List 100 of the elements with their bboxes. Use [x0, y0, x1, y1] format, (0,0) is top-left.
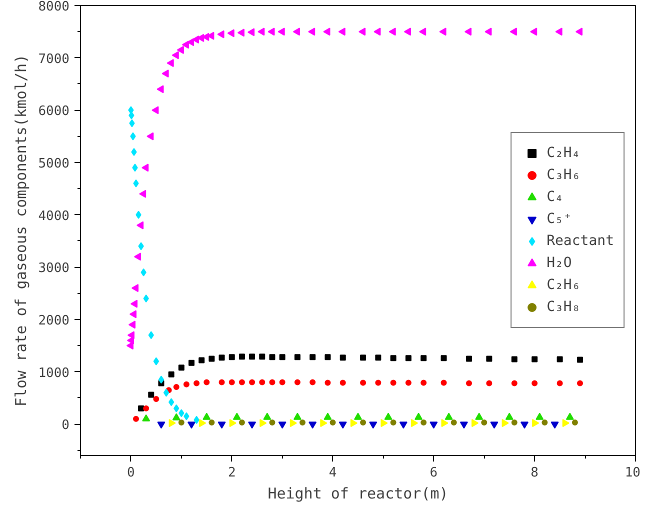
point	[129, 310, 137, 318]
point	[218, 354, 225, 361]
point	[324, 354, 331, 360]
point	[218, 422, 226, 429]
point	[308, 28, 316, 36]
point	[536, 412, 544, 420]
legend-label: C₂H₆	[546, 277, 580, 293]
point	[472, 419, 479, 428]
point	[375, 380, 382, 386]
point	[556, 380, 563, 386]
point	[134, 252, 142, 261]
point	[575, 28, 583, 36]
point	[131, 148, 137, 156]
point	[168, 371, 174, 378]
legend-label: C₄	[546, 189, 564, 205]
point	[360, 354, 366, 361]
y-axis-title: Flow rate of gaseous components(kmol/h)	[12, 54, 30, 407]
point	[330, 420, 336, 426]
point	[278, 28, 285, 36]
point	[259, 379, 266, 386]
point	[484, 28, 492, 36]
point	[278, 422, 286, 429]
point	[440, 355, 447, 362]
point	[128, 111, 134, 120]
point	[153, 357, 160, 366]
point	[430, 422, 438, 429]
point	[143, 294, 149, 303]
point	[136, 221, 144, 230]
point	[420, 380, 427, 386]
point	[156, 85, 164, 94]
y-tick-label: 5000	[38, 156, 70, 172]
point	[490, 422, 498, 429]
point	[249, 379, 256, 386]
point	[360, 420, 366, 426]
point	[566, 412, 574, 420]
point	[405, 380, 412, 386]
point	[237, 28, 244, 37]
point	[292, 28, 300, 36]
point	[338, 28, 346, 36]
point	[238, 354, 245, 360]
point	[404, 28, 411, 36]
point	[360, 380, 366, 386]
point	[184, 412, 190, 420]
point	[168, 419, 176, 428]
point	[532, 356, 538, 362]
point	[290, 419, 297, 428]
point	[532, 419, 540, 428]
x-tick-label: 10	[624, 466, 641, 480]
y-tick-label: 1000	[38, 366, 70, 381]
point	[204, 379, 210, 386]
point	[248, 422, 256, 429]
point	[510, 28, 517, 36]
y-tick-label: 4000	[38, 208, 70, 224]
x-axis-title: Height of reactor(m)	[268, 484, 448, 502]
point	[133, 416, 139, 422]
point	[374, 28, 381, 36]
point	[148, 331, 154, 340]
point	[178, 420, 184, 426]
point	[260, 419, 267, 428]
point	[133, 179, 139, 188]
point	[172, 413, 180, 420]
point	[577, 380, 583, 386]
point	[176, 46, 184, 54]
y-tick-label: 7000	[38, 52, 70, 67]
y-tick-label: 6000	[38, 104, 70, 120]
point	[532, 380, 538, 386]
point	[168, 398, 174, 406]
point	[178, 409, 184, 418]
point	[249, 354, 256, 360]
point	[439, 28, 446, 36]
point	[350, 419, 358, 428]
point	[388, 28, 396, 36]
point	[577, 356, 583, 363]
point	[324, 380, 331, 386]
x-tick-label: 6	[430, 466, 438, 480]
point	[178, 364, 184, 371]
point	[340, 380, 346, 386]
point	[460, 422, 468, 429]
point	[259, 354, 266, 360]
point	[163, 388, 170, 397]
point	[340, 354, 346, 361]
point	[310, 354, 316, 360]
point	[520, 422, 528, 429]
point	[466, 356, 472, 362]
point	[380, 419, 388, 428]
point	[228, 354, 235, 360]
point	[232, 412, 241, 420]
point	[375, 354, 382, 361]
legend-label: C₂H₄	[546, 145, 580, 161]
point	[486, 356, 492, 362]
x-tick-label: 8	[530, 466, 539, 480]
point	[293, 412, 302, 420]
point	[162, 70, 169, 78]
point	[130, 300, 138, 308]
point	[146, 132, 154, 140]
point	[142, 414, 150, 422]
point	[128, 320, 136, 329]
point	[511, 380, 518, 386]
point	[542, 420, 548, 426]
point	[258, 28, 265, 36]
